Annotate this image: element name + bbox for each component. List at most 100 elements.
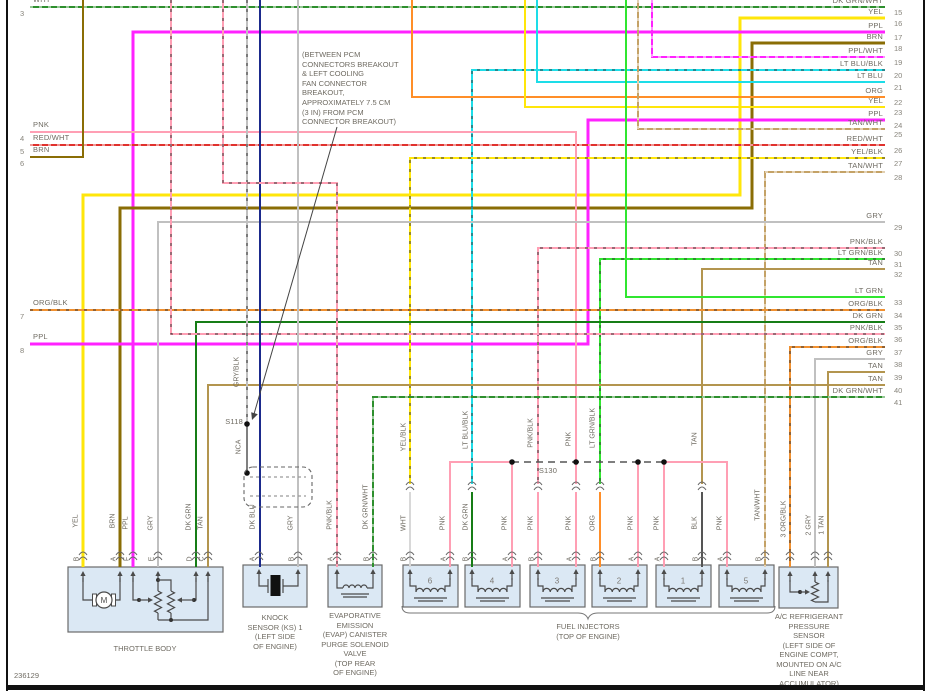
connector-chevron-icon: [533, 551, 543, 556]
note-pointer-line: [253, 126, 338, 415]
connector-chevron-icon: [467, 486, 477, 491]
wire-color-label: PNK/BLK: [326, 500, 334, 530]
solenoid-coil-symbol: [477, 587, 508, 593]
solenoid-coil-symbol: [415, 587, 446, 593]
arrowhead-icon: [762, 569, 768, 574]
connector-chevron-icon: [115, 556, 125, 561]
page-border-left: [6, 0, 8, 691]
injector-core: [730, 597, 763, 602]
wire-circuit-18: [118, 41, 885, 567]
resistor-symbol: [166, 590, 176, 614]
injector-core: [603, 597, 636, 602]
connector-chevron-icon: [697, 486, 707, 491]
pin-letter: B: [590, 556, 598, 562]
arrowhead-icon: [177, 597, 182, 603]
wire-circuit-40: [207, 384, 885, 567]
arrowhead-icon: [805, 589, 810, 595]
wire-color-label: PNK: [627, 515, 635, 531]
arrowhead-icon: [635, 569, 641, 574]
wire-color-label: GRY/BLK: [233, 356, 241, 388]
injector-number: 1: [680, 576, 686, 586]
wire-color-label: 2 GRY: [805, 514, 813, 536]
arrowhead-icon: [193, 571, 199, 576]
component-label-evap-solenoid: EVAPORATIVE EMISSION (EVAP) CANISTER PUR…: [321, 611, 389, 677]
component-internals: M: [80, 569, 831, 622]
arrowhead-icon: [370, 569, 376, 574]
left-stub-number: 4: [20, 134, 25, 143]
pin-letter: A: [110, 556, 118, 562]
connector-chevron-icon: [785, 551, 795, 556]
connector-chevron-icon: [507, 551, 517, 556]
wire-circuit-17: [131, 30, 885, 567]
connector-chevron-icon: [533, 486, 543, 491]
pin-letter: A: [327, 556, 335, 562]
wire-color-label: DK GRN: [185, 503, 193, 531]
arrowhead-icon: [148, 597, 153, 603]
right-stub-number: 25: [894, 130, 903, 139]
page-border-bottom: [6, 685, 925, 690]
right-stub-number: 15: [894, 8, 903, 17]
wire-color-label: PNK: [565, 515, 573, 531]
wire-color-label: PNK: [501, 515, 509, 531]
injector-lead: [471, 578, 479, 592]
wire-color-label: NCA: [235, 439, 243, 455]
pin-letter: A: [654, 556, 662, 562]
resistor-symbol: [810, 581, 820, 603]
connector-chevron-icon: [810, 556, 820, 561]
arrowhead-icon: [117, 571, 123, 576]
pin-letter: B: [462, 556, 470, 562]
wire-stripe-circuit-25: [637, 0, 885, 130]
pin-letter: F: [123, 556, 131, 562]
connector-chevron-icon: [78, 556, 88, 561]
injector-number: 4: [489, 576, 495, 586]
right-stub-label: RED/WHT: [846, 134, 883, 143]
resistor-symbol: [153, 590, 163, 614]
pin-letter: B: [400, 556, 408, 562]
connector-chevron-icon: [191, 551, 201, 556]
wire-color-label: BLK: [691, 516, 699, 530]
left-stub-label: BRN: [33, 145, 50, 154]
arrowhead-icon: [205, 571, 211, 576]
ac-lead: [789, 580, 800, 593]
note-pointer-arrowhead-icon: [251, 412, 258, 420]
connector-chevron-icon: [633, 551, 643, 556]
pin-letter: B: [692, 556, 700, 562]
splice-dot: [509, 459, 515, 465]
connector-chevron-icon: [405, 481, 415, 486]
injector-number: 5: [743, 576, 749, 586]
right-stub-label: LT BLU: [857, 71, 883, 80]
right-stub-number: 34: [894, 311, 903, 320]
connector-chevron-icon: [445, 556, 455, 561]
connector-chevron-icon: [368, 556, 378, 561]
connector-chevron-icon: [293, 556, 303, 561]
pin-letter: A: [249, 556, 257, 562]
right-stub-label: DK GRN/WHT: [832, 0, 883, 5]
pcm-breakout-note: (BETWEEN PCM CONNECTORS BREAKOUT & LEFT …: [302, 50, 399, 127]
connector-chevron-icon: [191, 556, 201, 561]
connector-chevron-icon: [405, 556, 415, 561]
wire-stripe-evap-pnk-blk: [222, 0, 338, 567]
connector-chevron-icon: [571, 556, 581, 561]
fuel-injectors-brace: [401, 605, 776, 621]
connector-chevron-icon: [533, 481, 543, 486]
arrowhead-icon: [80, 571, 86, 576]
connector-chevron-icon: [153, 551, 163, 556]
right-stub-number: 31: [894, 260, 903, 269]
connector-chevron-icon: [633, 556, 643, 561]
connector-chevron-icon: [332, 556, 342, 561]
evap-lead: [367, 580, 374, 589]
right-stub-number: 35: [894, 323, 903, 332]
right-stub-number: 27: [894, 159, 903, 168]
connector-chevron-icon: [467, 551, 477, 556]
left-stub-number: 3: [20, 9, 25, 18]
wire-color-label: LT BLU/BLK: [462, 410, 470, 450]
misc-graphics: [243, 126, 776, 621]
arrowhead-icon: [447, 569, 453, 574]
wire-circuit-16: [81, 16, 885, 567]
connector-marks: [78, 481, 833, 561]
solenoid-coil-symbol: [604, 587, 635, 593]
injector-lead: [571, 578, 577, 592]
component-boxes: [67, 564, 839, 633]
wire-circuit-33: [625, 0, 885, 298]
right-stub-label: LT GRN/BLK: [837, 248, 883, 257]
